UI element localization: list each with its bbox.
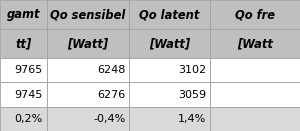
Bar bbox=[46, 107, 129, 131]
Bar bbox=[46, 29, 129, 58]
Bar bbox=[210, 29, 300, 58]
Bar bbox=[0, 29, 46, 58]
Text: tt]: tt] bbox=[15, 37, 31, 50]
Bar bbox=[46, 0, 129, 29]
Text: 0,2%: 0,2% bbox=[15, 114, 43, 124]
Bar bbox=[46, 58, 129, 82]
Text: 3059: 3059 bbox=[178, 89, 206, 100]
Text: gamt: gamt bbox=[7, 8, 40, 21]
Text: Qo fre: Qo fre bbox=[235, 8, 275, 21]
Bar bbox=[210, 0, 300, 29]
Text: [Watt: [Watt bbox=[237, 37, 273, 50]
Bar bbox=[129, 107, 210, 131]
Text: Qo sensibel: Qo sensibel bbox=[50, 8, 125, 21]
Bar bbox=[210, 58, 300, 82]
Bar bbox=[210, 107, 300, 131]
Bar bbox=[0, 0, 46, 29]
Text: -0,4%: -0,4% bbox=[93, 114, 125, 124]
Bar bbox=[129, 0, 210, 29]
Text: [Watt]: [Watt] bbox=[67, 37, 108, 50]
Text: 6276: 6276 bbox=[97, 89, 125, 100]
Bar bbox=[46, 82, 129, 107]
Bar bbox=[129, 82, 210, 107]
Bar bbox=[129, 58, 210, 82]
Text: Qo latent: Qo latent bbox=[139, 8, 200, 21]
Bar bbox=[0, 58, 46, 82]
Bar bbox=[210, 82, 300, 107]
Text: 9765: 9765 bbox=[15, 65, 43, 75]
Bar bbox=[0, 107, 46, 131]
Text: 3102: 3102 bbox=[178, 65, 206, 75]
Bar bbox=[129, 29, 210, 58]
Bar bbox=[0, 82, 46, 107]
Text: [Watt]: [Watt] bbox=[149, 37, 190, 50]
Text: 9745: 9745 bbox=[14, 89, 43, 100]
Text: 1,4%: 1,4% bbox=[178, 114, 206, 124]
Text: 6248: 6248 bbox=[97, 65, 125, 75]
